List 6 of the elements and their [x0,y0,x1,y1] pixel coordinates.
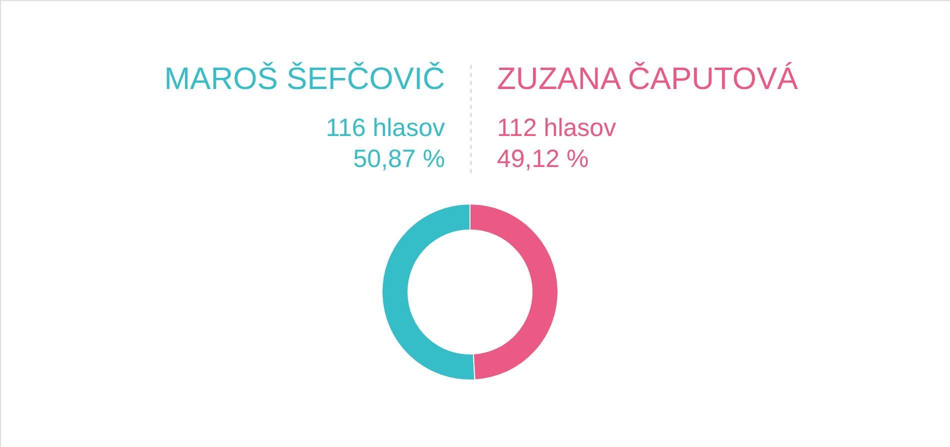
data-label: 116 hlasov [326,114,446,142]
text: 50,87 % [353,145,445,173]
data-label: 112 hlasov [497,114,617,142]
text: 49,12 % [497,145,589,173]
slice-label: ZUZANA ČAPUTOVÁ [497,61,798,96]
slice-label: MAROŠ ŠEFČOVIČ [164,61,445,96]
